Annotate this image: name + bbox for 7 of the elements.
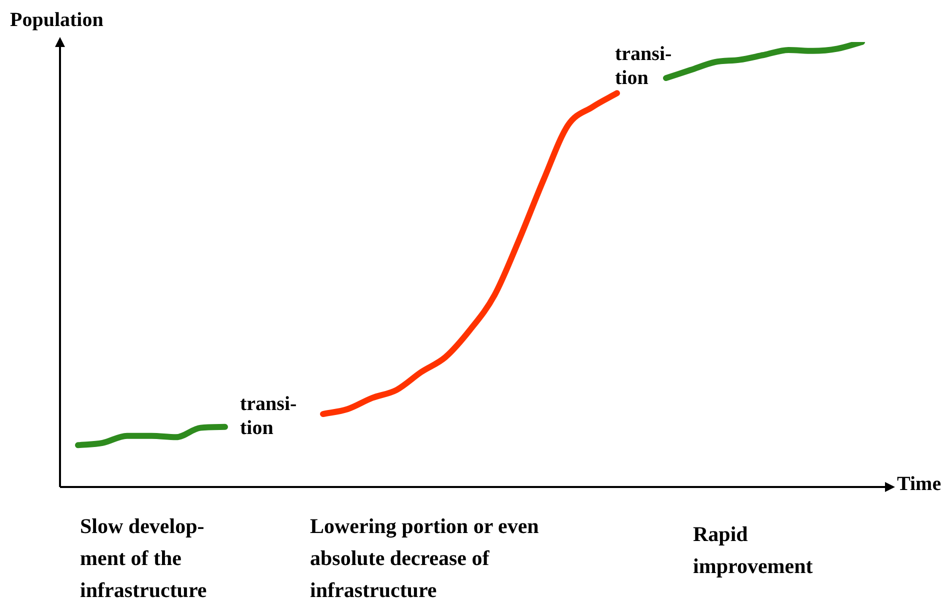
y-axis-title: Population [10, 8, 104, 32]
text: Rapid improvement [693, 521, 813, 580]
text: Lowering portion or even absolute decrease of infrastructure [310, 513, 539, 601]
text: Slow develop- ment of the infrastructure [80, 513, 207, 601]
annotation: transi- tion [615, 42, 672, 90]
annotation: transi- tion [240, 392, 297, 440]
x-axis-title: Time [897, 472, 942, 496]
